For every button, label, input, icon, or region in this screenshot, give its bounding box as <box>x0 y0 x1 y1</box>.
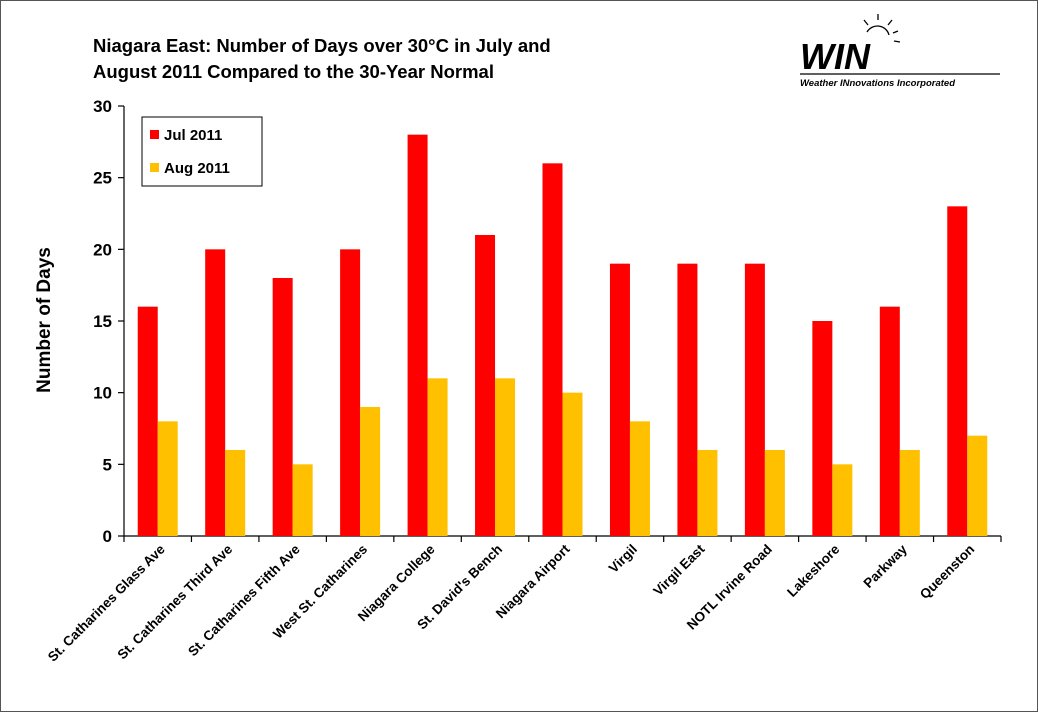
logo-subtitle: Weather INnovations Incorporated <box>800 78 955 89</box>
x-tick-label: Lakeshore <box>784 541 843 600</box>
legend-swatch-aug <box>150 163 159 172</box>
x-tick-label: Parkway <box>861 541 911 591</box>
y-tick-label: 0 <box>103 527 112 546</box>
bar-jul-2011 <box>542 163 563 537</box>
bars <box>137 134 988 537</box>
y-tick-label: 15 <box>93 312 112 331</box>
y-ticks: 0 5 10 15 20 25 30 <box>93 97 124 546</box>
y-tick-label: 25 <box>93 169 112 188</box>
y-tick-label: 10 <box>93 384 112 403</box>
logo-text: WIN <box>800 36 871 77</box>
x-tick-label: Virgil <box>606 542 640 576</box>
bar-aug-2011 <box>292 464 313 536</box>
x-tick-label: Queenston <box>917 542 977 602</box>
bar-jul-2011 <box>609 263 630 536</box>
y-tick-label: 30 <box>93 97 112 116</box>
bar-jul-2011 <box>407 134 428 536</box>
bar-jul-2011 <box>272 278 293 536</box>
bar-aug-2011 <box>360 407 381 536</box>
bar-jul-2011 <box>340 249 361 537</box>
win-logo: WIN Weather INnovations Incorporated <box>800 14 1000 89</box>
chart-title-line1: Niagara East: Number of Days over 30°C i… <box>93 35 551 56</box>
x-tick-label: St. Catharines Fifth Ave <box>185 541 303 659</box>
legend-label-aug: Aug 2011 <box>164 160 230 177</box>
bar-aug-2011 <box>764 450 785 536</box>
y-tick-label: 20 <box>93 240 112 259</box>
legend: Jul 2011 Aug 2011 <box>141 116 263 187</box>
bar-aug-2011 <box>157 421 178 536</box>
bar-jul-2011 <box>947 206 968 537</box>
bar-aug-2011 <box>427 378 448 536</box>
x-tick-label: St. Catharines Third Ave <box>115 541 236 662</box>
bar-aug-2011 <box>629 421 650 536</box>
x-tick-label: Niagara Airport <box>493 541 573 621</box>
legend-box <box>141 116 263 187</box>
bar-jul-2011 <box>205 249 226 537</box>
y-tick-label: 5 <box>103 455 112 474</box>
bar-aug-2011 <box>967 435 988 536</box>
sun-icon <box>863 14 901 43</box>
bar-jul-2011 <box>812 321 833 536</box>
x-tick-label: Virgil East <box>650 541 707 598</box>
bar-aug-2011 <box>562 392 583 536</box>
bar-jul-2011 <box>677 263 698 536</box>
bar-jul-2011 <box>879 306 900 536</box>
bar-jul-2011 <box>744 263 765 536</box>
y-axis-label: Number of Days <box>34 247 55 393</box>
bar-jul-2011 <box>137 306 158 536</box>
x-tick-label: St. Catharines Glass Ave <box>45 541 168 664</box>
chart-title-line2: August 2011 Compared to the 30-Year Norm… <box>93 61 494 82</box>
bar-aug-2011 <box>225 450 246 536</box>
bar-jul-2011 <box>475 235 496 536</box>
legend-label-jul: Jul 2011 <box>164 127 222 144</box>
bar-aug-2011 <box>697 450 718 536</box>
legend-swatch-jul <box>150 130 159 139</box>
bar-aug-2011 <box>832 464 853 536</box>
bar-aug-2011 <box>495 378 516 536</box>
bar-aug-2011 <box>899 450 920 536</box>
